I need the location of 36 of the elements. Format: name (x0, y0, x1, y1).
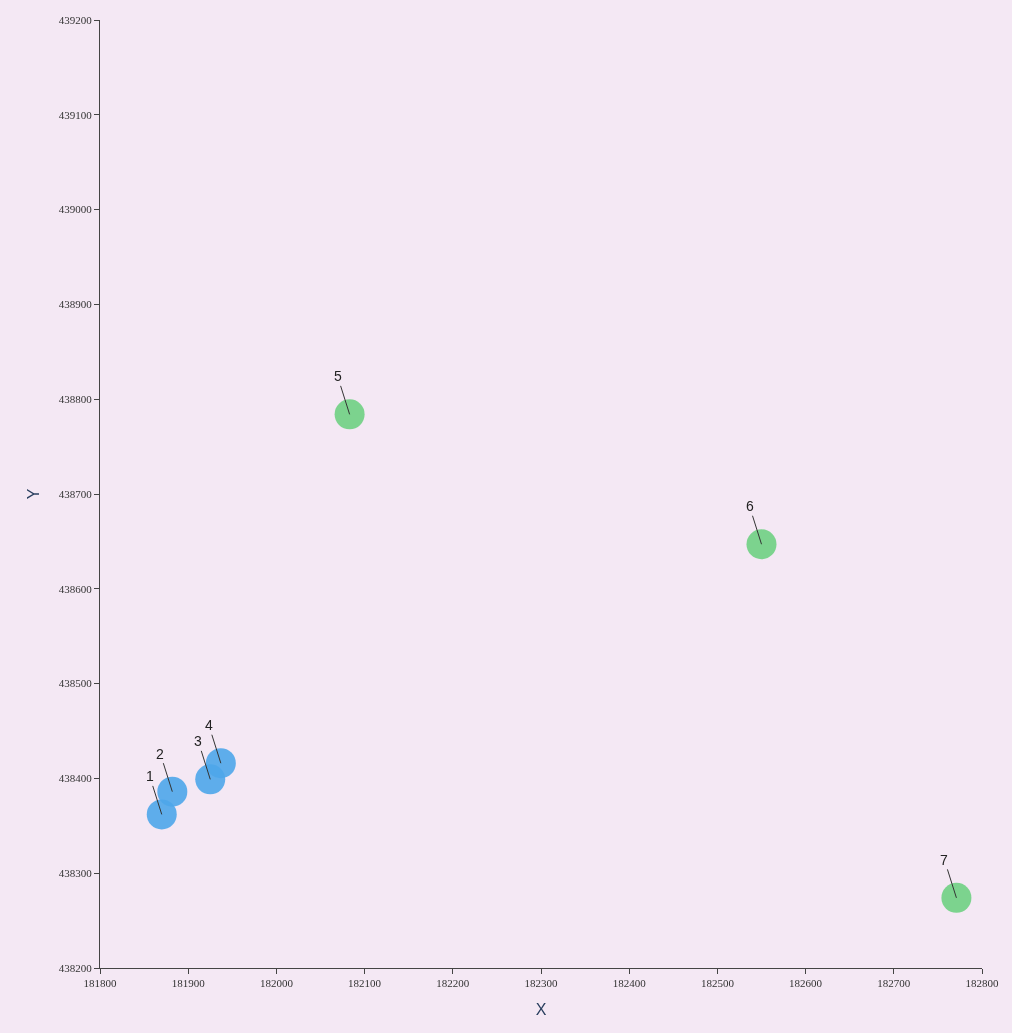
x-tick-label: 181800 (83, 977, 117, 990)
y-tick-label: 438900 (58, 298, 93, 311)
y-axis-title: Y (24, 488, 42, 500)
y-tick-label: 439000 (58, 203, 93, 216)
y-tick-label: 438700 (58, 487, 93, 500)
x-tick-label: 182200 (436, 977, 470, 990)
x-tick-label: 182400 (612, 977, 647, 990)
point (746, 529, 777, 560)
point (334, 399, 365, 430)
x-tick-label: 182000 (259, 977, 294, 990)
y-tick-label: 438600 (58, 582, 93, 595)
x-axis-title: X (535, 1000, 547, 1018)
annotation: 1 (146, 768, 154, 784)
x-tick-label: 182600 (789, 977, 823, 990)
x-tick-label: 181900 (171, 977, 206, 990)
annotation: 7 (940, 852, 948, 868)
point (205, 748, 236, 779)
annotation: 2 (156, 746, 164, 762)
y-tick-label: 438300 (58, 867, 93, 880)
y-tick-label: 438500 (58, 677, 93, 690)
point (157, 776, 188, 807)
x-tick-label: 182700 (877, 977, 911, 990)
point (941, 882, 972, 913)
x-tick-label: 182300 (524, 977, 558, 990)
annotation: 6 (746, 498, 754, 514)
y-tick-label: 438200 (58, 961, 93, 974)
annotation: 5 (334, 368, 342, 384)
y-tick-label: 439200 (58, 13, 93, 26)
x-tick-label: 182500 (700, 977, 735, 990)
annotation: 4 (205, 717, 213, 733)
y-tick-label: 438400 (58, 772, 93, 785)
x-tick-label: 182100 (348, 977, 382, 990)
annotation: 3 (194, 733, 202, 749)
y-tick-label: 438800 (58, 393, 93, 406)
y-tick-label: 439100 (58, 108, 93, 121)
x-tick-label: 182800 (965, 977, 999, 990)
